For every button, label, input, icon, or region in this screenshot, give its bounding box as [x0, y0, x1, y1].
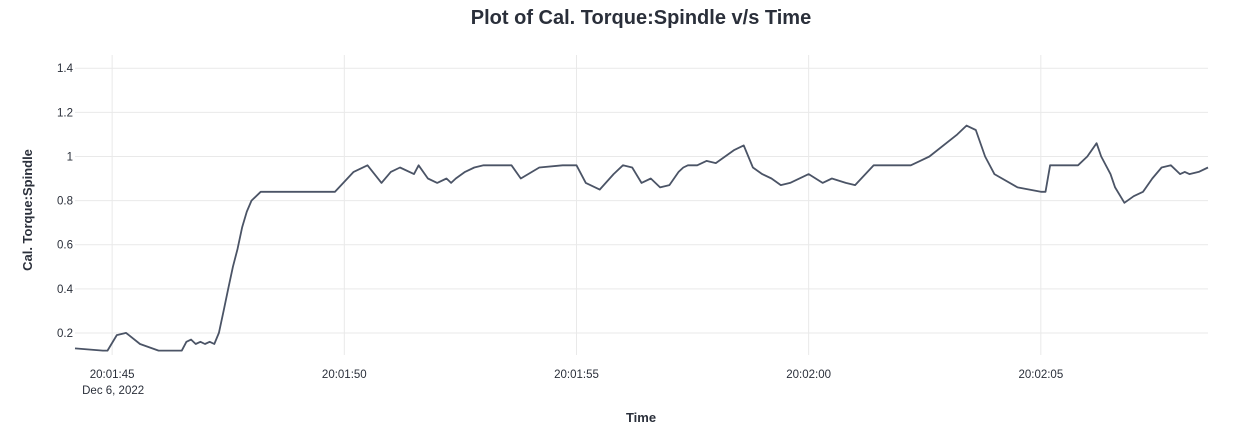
series-line-cal-torque-spindle [74, 124, 1209, 352]
y-tick-label: 0.8 [57, 196, 73, 208]
x-tick-label: 20:01:50 [322, 369, 367, 381]
y-tick-label: 1.2 [57, 107, 73, 119]
y-tick-label: 1.4 [57, 63, 74, 75]
x-tick-label: 20:02:05 [1018, 369, 1063, 381]
x-tick-label: 20:02:00 [786, 369, 831, 381]
y-axis-title: Cal. Torque:Spindle [20, 149, 35, 271]
x-axis-ticks: 20:01:45 Dec 6, 2022 20:01:50 20:01:55 20:02… [82, 369, 1063, 397]
y-tick-label: 0.2 [57, 328, 73, 340]
y-tick-label: 1 [67, 151, 73, 163]
x-tick-label: 20:01:55 [554, 369, 599, 381]
x-tick-date-label: Dec 6, 2022 [82, 385, 144, 397]
y-tick-label: 0.6 [57, 240, 73, 252]
y-axis-ticks: 0.2 0.4 0.6 0.8 1 1.2 1.4 [57, 63, 74, 340]
x-tick-label: 20:01:45 [90, 369, 135, 381]
y-tick-label: 0.4 [57, 284, 74, 296]
grid-layer [75, 55, 1208, 355]
chart-title: Plot of Cal. Torque:Spindle v/s Time [471, 7, 811, 29]
x-axis-title: Time [626, 410, 656, 425]
